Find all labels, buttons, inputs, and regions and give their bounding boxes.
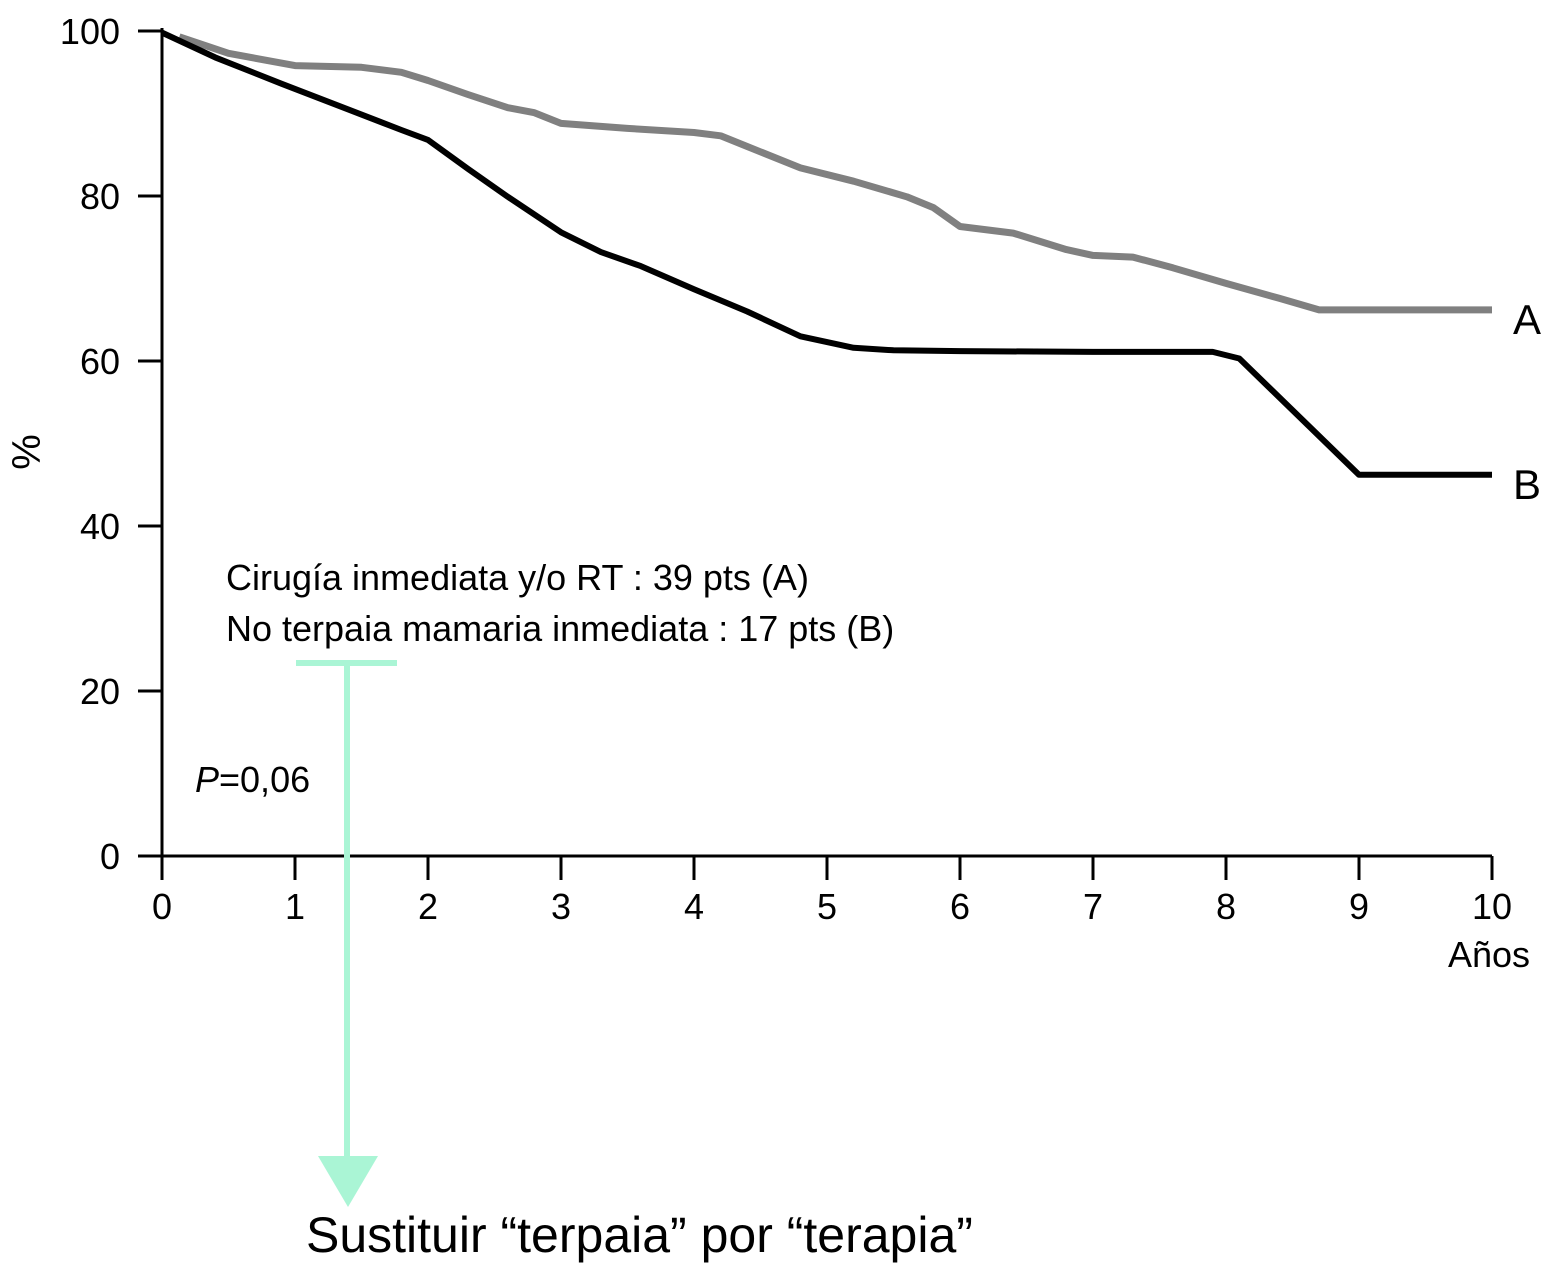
series-label-b: B [1513, 461, 1541, 508]
x-tick-label: 7 [1083, 886, 1103, 927]
y-tick-label: 40 [80, 506, 120, 547]
y-axis-label: % [5, 434, 49, 470]
legend-line-b: No terpaia mamaria inmediata : 17 pts (B… [226, 608, 894, 649]
y-tick-label: 100 [60, 11, 120, 52]
y-tick-label: 80 [80, 176, 120, 217]
annotation-arrowhead [318, 1156, 378, 1207]
series-lines [160, 29, 1492, 478]
x-tick-label: 5 [817, 886, 837, 927]
x-tick-label: 6 [950, 886, 970, 927]
series-line-b [160, 29, 1492, 478]
y-tick-label: 60 [80, 341, 120, 382]
x-tick-label: 1 [285, 886, 305, 927]
y-tick-label: 20 [80, 671, 120, 712]
p-value: P=0,06 [195, 759, 310, 800]
annotation-text: Sustituir “terpaia” por “terapia” [306, 1207, 973, 1263]
p-value-symbol: P [195, 759, 219, 800]
x-tick-label: 8 [1216, 886, 1236, 927]
x-tick-label: 10 [1472, 886, 1512, 927]
legend-line-a: Cirugía inmediata y/o RT : 39 pts (A) [226, 557, 809, 598]
series-label-a: A [1513, 296, 1541, 343]
x-tick-label: 9 [1349, 886, 1369, 927]
series-line-a [178, 33, 1492, 314]
x-tick-label: 3 [551, 886, 571, 927]
y-axis-ticks: 0 20 40 60 80 100 [60, 11, 162, 877]
x-tick-label: 0 [152, 886, 172, 927]
x-tick-label: 2 [418, 886, 438, 927]
x-axis-label: Años [1448, 934, 1530, 975]
x-tick-label: 4 [684, 886, 704, 927]
p-value-number: =0,06 [219, 759, 310, 800]
y-tick-label: 0 [100, 836, 120, 877]
x-axis-ticks: 0 1 2 3 4 5 6 7 8 9 10 [152, 856, 1512, 927]
annotation-arrow [296, 660, 397, 1207]
